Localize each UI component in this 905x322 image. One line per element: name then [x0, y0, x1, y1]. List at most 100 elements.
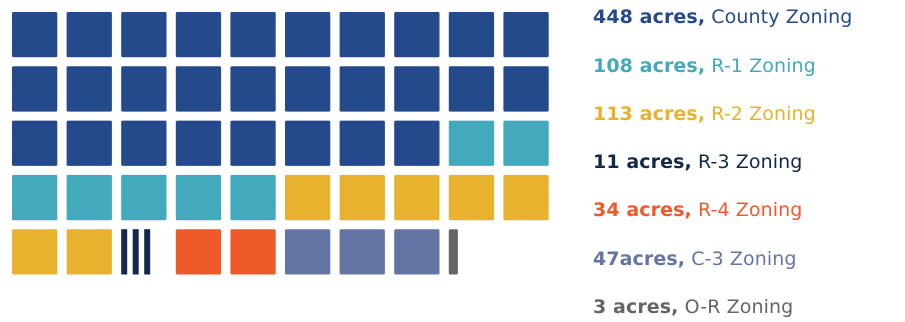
waffle-cell-rect	[339, 66, 385, 112]
waffle-cell-rect	[121, 120, 167, 166]
waffle-cell	[448, 174, 495, 221]
waffle-cell-rect	[503, 12, 549, 58]
waffle-cell	[448, 229, 458, 275]
legend-value: 108 acres,	[593, 55, 706, 77]
waffle-cell	[339, 174, 385, 221]
waffle-cell	[448, 66, 495, 112]
waffle-cell	[339, 66, 385, 112]
waffle-cell-rect	[448, 66, 495, 112]
waffle-cell	[394, 120, 440, 166]
waffle-cell-rect	[12, 174, 58, 221]
legend-item: 3 acres, O-R Zoning	[593, 295, 793, 319]
waffle-cell	[339, 12, 385, 58]
waffle-cell-rect	[339, 120, 385, 166]
waffle-cell	[12, 66, 58, 112]
waffle-cell-rect	[285, 229, 331, 275]
waffle-cell	[394, 229, 440, 275]
waffle-cell	[66, 120, 112, 166]
waffle-cell	[503, 12, 549, 58]
legend-label: C-3 Zoning	[691, 248, 797, 270]
waffle-cell-rect	[66, 12, 112, 58]
waffle-cell-rect	[230, 12, 276, 58]
waffle-cell-rect	[121, 66, 167, 112]
waffle-cell	[394, 66, 440, 112]
waffle-cell	[230, 120, 276, 166]
waffle-cell	[285, 66, 331, 112]
waffle-cell-rect	[285, 174, 331, 221]
waffle-cell	[66, 229, 112, 275]
waffle-cell	[175, 120, 222, 166]
waffle-cell-rect	[175, 120, 222, 166]
waffle-cell	[394, 12, 440, 58]
waffle-cell-rect	[448, 120, 495, 166]
waffle-cell	[230, 12, 276, 58]
waffle-cell	[12, 229, 58, 275]
waffle-cell-bar	[144, 229, 151, 275]
waffle-cell-rect	[12, 66, 58, 112]
waffle-cell	[503, 66, 549, 112]
waffle-cell	[175, 66, 222, 112]
waffle-cell	[503, 174, 549, 221]
waffle-cell	[175, 229, 222, 275]
waffle-cell-rect	[285, 66, 331, 112]
legend-label: R-2 Zoning	[711, 103, 816, 125]
waffle-cell-rect	[394, 120, 440, 166]
waffle-cell-rect	[394, 229, 440, 275]
waffle-cell	[175, 174, 222, 221]
waffle-cell	[394, 174, 440, 221]
waffle-cell	[230, 66, 276, 112]
waffle-cell-rect	[503, 174, 549, 221]
legend-value: 11 acres,	[593, 151, 692, 173]
waffle-cell-rect	[230, 120, 276, 166]
waffle-cell-rect	[448, 229, 458, 275]
waffle-chart	[12, 12, 549, 275]
waffle-cell-rect	[175, 229, 222, 275]
waffle-cell	[448, 120, 495, 166]
waffle-cell-rect	[339, 12, 385, 58]
legend-item: 448 acres, County Zoning	[593, 5, 852, 29]
waffle-cell	[285, 120, 331, 166]
legend-value: 3 acres,	[593, 296, 679, 318]
waffle-cell-rect	[12, 12, 58, 58]
waffle-cell-rect	[175, 66, 222, 112]
waffle-cell	[66, 66, 112, 112]
waffle-cell	[230, 229, 276, 275]
legend-label: County Zoning	[711, 6, 853, 28]
waffle-cell-rect	[175, 174, 222, 221]
waffle-cell-rect	[339, 174, 385, 221]
legend-label: R-3 Zoning	[697, 151, 803, 173]
waffle-cell	[12, 120, 58, 166]
waffle-cell	[121, 229, 151, 275]
waffle-cell	[339, 229, 385, 275]
waffle-cell	[285, 174, 331, 221]
waffle-cell-rect	[66, 229, 112, 275]
legend-item: 113 acres, R-2 Zoning	[593, 102, 816, 126]
legend-item: 108 acres, R-1 Zoning	[593, 54, 816, 78]
waffle-cell-rect	[394, 12, 440, 58]
waffle-cell-bar	[132, 229, 139, 275]
waffle-cell-rect	[339, 229, 385, 275]
waffle-cell-rect	[175, 12, 222, 58]
legend-value: 113 acres,	[593, 103, 706, 125]
legend-value: 47acres,	[593, 248, 686, 270]
legend-item: 11 acres, R-3 Zoning	[593, 150, 802, 174]
waffle-cell	[285, 229, 331, 275]
waffle-cell	[121, 174, 167, 221]
waffle-cell-rect	[230, 229, 276, 275]
waffle-cell-bar	[121, 229, 128, 275]
legend-label: O-R Zoning	[684, 296, 794, 318]
waffle-cell-rect	[66, 66, 112, 112]
legend-label: R-4 Zoning	[697, 199, 803, 221]
legend-value: 448 acres,	[593, 6, 706, 28]
waffle-cell	[12, 12, 58, 58]
waffle-cell	[175, 12, 222, 58]
waffle-cell	[66, 174, 112, 221]
waffle-cell	[121, 12, 167, 58]
waffle-cell-rect	[121, 12, 167, 58]
waffle-cell-rect	[503, 66, 549, 112]
legend-label: R-1 Zoning	[711, 55, 816, 77]
waffle-cell-rect	[285, 12, 331, 58]
legend-item: 34 acres, R-4 Zoning	[593, 198, 802, 222]
waffle-cell-rect	[66, 174, 112, 221]
waffle-cell	[448, 12, 495, 58]
